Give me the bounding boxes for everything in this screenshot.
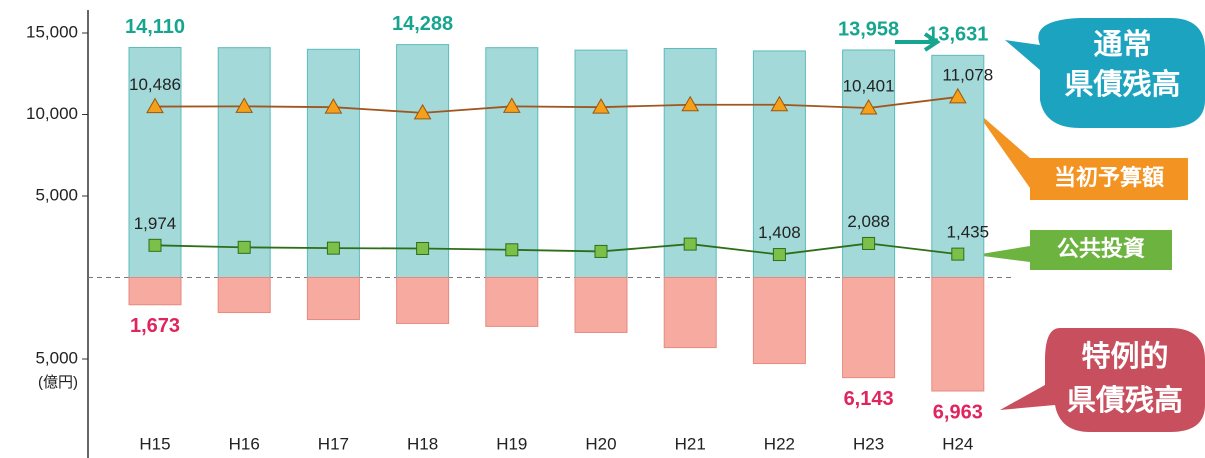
x-tick-label: H18 xyxy=(407,434,438,453)
marker xyxy=(862,236,876,250)
x-tick-label: H20 xyxy=(585,434,616,453)
marker xyxy=(951,247,965,261)
bar xyxy=(306,277,360,321)
callout-label: 公共投資 xyxy=(1056,237,1145,262)
bar xyxy=(485,47,539,278)
marker xyxy=(324,98,343,114)
value-label: 2,088 xyxy=(847,212,890,231)
marker xyxy=(772,248,786,262)
callout-shape xyxy=(1000,328,1205,432)
bar xyxy=(752,277,806,365)
value-label: 13,631 xyxy=(927,24,988,46)
y-tick-label: 15,000 xyxy=(26,22,78,41)
marker xyxy=(505,243,519,257)
value-label: 1,435 xyxy=(947,223,990,242)
bar xyxy=(663,277,717,349)
value-label: 10,486 xyxy=(129,75,181,94)
bar xyxy=(306,48,360,278)
arrow xyxy=(895,32,941,52)
value-label: 1,408 xyxy=(758,223,801,242)
bar xyxy=(574,49,628,278)
value-label: 14,110 xyxy=(125,16,185,38)
value-label: 10,401 xyxy=(843,76,895,95)
callout-label: 通常 県債残高 xyxy=(1064,27,1181,101)
value-label: 1,673 xyxy=(130,315,180,337)
marker xyxy=(859,98,878,115)
bar xyxy=(396,277,450,324)
x-tick-label: H23 xyxy=(853,434,884,453)
marker xyxy=(681,95,700,112)
callout-shape xyxy=(975,230,1172,270)
marker xyxy=(592,98,610,114)
x-tick-label: H22 xyxy=(764,434,795,453)
callout-shape xyxy=(1005,18,1205,128)
marker xyxy=(148,238,162,252)
callout-shape xyxy=(975,110,1188,200)
bar xyxy=(752,50,806,279)
x-tick-label: H24 xyxy=(942,434,973,453)
line xyxy=(154,242,958,256)
bar xyxy=(396,44,450,278)
bar xyxy=(574,277,628,333)
marker xyxy=(502,97,521,113)
bar xyxy=(217,277,271,314)
value-label: 14,288 xyxy=(392,13,453,35)
marker xyxy=(416,241,430,255)
marker xyxy=(413,103,432,120)
y-tick-label: 5,000 xyxy=(35,185,78,204)
marker xyxy=(683,237,697,251)
marker xyxy=(146,97,164,114)
marker xyxy=(770,95,789,112)
value-label: 1,974 xyxy=(134,214,177,233)
line xyxy=(154,96,958,114)
value-label: 13,958 xyxy=(838,18,899,40)
unit-label: (億円) xyxy=(38,374,78,391)
marker xyxy=(237,240,251,254)
marker xyxy=(235,97,254,113)
bar xyxy=(931,277,985,392)
x-tick-label: H19 xyxy=(496,434,527,453)
bar xyxy=(842,277,896,379)
x-tick-label: H15 xyxy=(139,434,170,453)
marker xyxy=(948,87,967,104)
bar xyxy=(217,47,271,278)
marker xyxy=(594,244,608,258)
y-tick-label: 5,000 xyxy=(35,348,78,367)
bar xyxy=(485,277,539,327)
callout-label: 特例的 県債残高 xyxy=(1066,339,1183,417)
marker xyxy=(326,241,340,255)
value-label: 6,963 xyxy=(933,401,983,423)
bar xyxy=(663,47,717,278)
callout-label: 当初予算額 xyxy=(1053,166,1164,191)
x-tick-label: H21 xyxy=(675,434,706,453)
bar xyxy=(128,277,182,306)
value-label: 11,078 xyxy=(942,65,993,84)
y-tick-label: 10,000 xyxy=(26,104,78,123)
value-label: 6,143 xyxy=(844,388,894,410)
x-tick-label: H16 xyxy=(229,434,260,453)
x-tick-label: H17 xyxy=(318,434,349,453)
